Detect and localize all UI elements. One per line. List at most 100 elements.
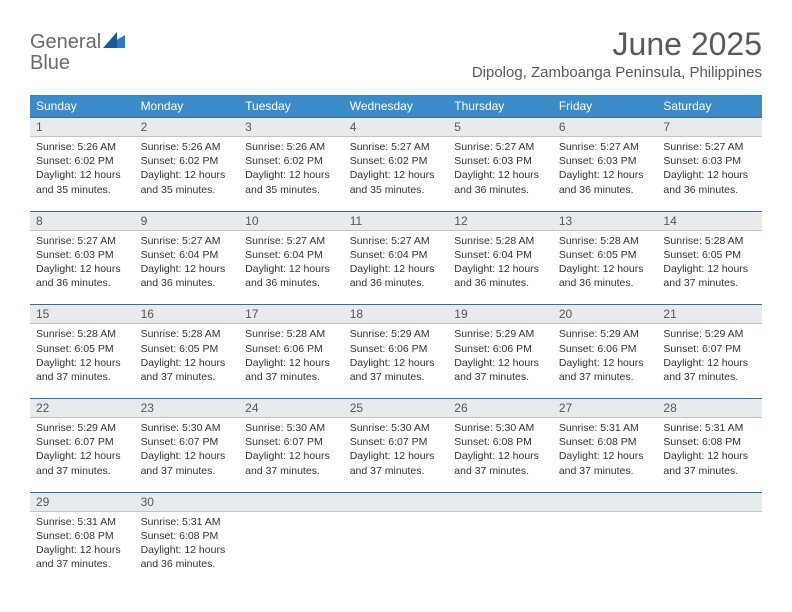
day-number: 2 (135, 118, 240, 137)
calendar-grid: SundayMondayTuesdayWednesdayThursdayFrid… (30, 95, 762, 585)
day-number: 25 (344, 399, 449, 418)
day-number: 7 (657, 118, 762, 137)
weekday-header: Friday (553, 95, 658, 117)
day-cell: Sunrise: 5:29 AMSunset: 6:06 PMDaylight:… (448, 324, 553, 398)
day-cell: Sunrise: 5:28 AMSunset: 6:05 PMDaylight:… (657, 231, 762, 305)
day-number: 10 (239, 212, 344, 231)
day-number: 24 (239, 399, 344, 418)
day-number: 21 (657, 305, 762, 324)
day-cell: Sunrise: 5:29 AMSunset: 6:06 PMDaylight:… (553, 324, 658, 398)
day-number: 27 (553, 399, 658, 418)
day-number: 30 (135, 493, 240, 512)
day-cell: Sunrise: 5:30 AMSunset: 6:07 PMDaylight:… (239, 418, 344, 492)
day-number-row: 2930 (30, 492, 762, 512)
brand-mark-icon (103, 32, 125, 53)
day-cell (239, 512, 344, 586)
day-cell: Sunrise: 5:26 AMSunset: 6:02 PMDaylight:… (239, 137, 344, 211)
title-block: June 2025 Dipolog, Zamboanga Peninsula, … (472, 28, 762, 81)
day-number: 5 (448, 118, 553, 137)
day-number: 13 (553, 212, 658, 231)
day-cell: Sunrise: 5:28 AMSunset: 6:05 PMDaylight:… (135, 324, 240, 398)
day-cell (448, 512, 553, 586)
day-cell (553, 512, 658, 586)
month-title: June 2025 (472, 28, 762, 60)
day-cell: Sunrise: 5:30 AMSunset: 6:07 PMDaylight:… (135, 418, 240, 492)
day-cell-row: Sunrise: 5:28 AMSunset: 6:05 PMDaylight:… (30, 324, 762, 398)
day-number: 4 (344, 118, 449, 137)
weekday-header: Tuesday (239, 95, 344, 117)
day-cell: Sunrise: 5:31 AMSunset: 6:08 PMDaylight:… (553, 418, 658, 492)
day-cell: Sunrise: 5:30 AMSunset: 6:08 PMDaylight:… (448, 418, 553, 492)
day-number: 12 (448, 212, 553, 231)
day-number: 22 (30, 399, 135, 418)
weekday-header: Wednesday (344, 95, 449, 117)
day-cell: Sunrise: 5:31 AMSunset: 6:08 PMDaylight:… (657, 418, 762, 492)
brand-word1: General (30, 31, 101, 53)
day-cell (657, 512, 762, 586)
day-cell: Sunrise: 5:28 AMSunset: 6:05 PMDaylight:… (553, 231, 658, 305)
day-cell: Sunrise: 5:30 AMSunset: 6:07 PMDaylight:… (344, 418, 449, 492)
day-number: 28 (657, 399, 762, 418)
day-number: 23 (135, 399, 240, 418)
location-text: Dipolog, Zamboanga Peninsula, Philippine… (472, 64, 762, 81)
day-cell: Sunrise: 5:27 AMSunset: 6:02 PMDaylight:… (344, 137, 449, 211)
weeks-container: 1234567Sunrise: 5:26 AMSunset: 6:02 PMDa… (30, 117, 762, 585)
day-cell-row: Sunrise: 5:31 AMSunset: 6:08 PMDaylight:… (30, 512, 762, 586)
day-cell (344, 512, 449, 586)
day-cell: Sunrise: 5:26 AMSunset: 6:02 PMDaylight:… (135, 137, 240, 211)
day-cell: Sunrise: 5:28 AMSunset: 6:04 PMDaylight:… (448, 231, 553, 305)
weekday-header: Saturday (657, 95, 762, 117)
day-number: 17 (239, 305, 344, 324)
weekday-header-row: SundayMondayTuesdayWednesdayThursdayFrid… (30, 95, 762, 117)
day-number-row: 22232425262728 (30, 398, 762, 418)
day-number: 1 (30, 118, 135, 137)
day-number (657, 493, 762, 512)
weekday-header: Monday (135, 95, 240, 117)
day-number: 8 (30, 212, 135, 231)
day-cell: Sunrise: 5:31 AMSunset: 6:08 PMDaylight:… (135, 512, 240, 586)
day-number-row: 15161718192021 (30, 304, 762, 324)
day-cell: Sunrise: 5:31 AMSunset: 6:08 PMDaylight:… (30, 512, 135, 586)
day-number: 3 (239, 118, 344, 137)
day-number (239, 493, 344, 512)
day-cell: Sunrise: 5:27 AMSunset: 6:03 PMDaylight:… (553, 137, 658, 211)
brand-text: General Blue (30, 32, 125, 74)
day-number-row: 891011121314 (30, 211, 762, 231)
day-cell: Sunrise: 5:26 AMSunset: 6:02 PMDaylight:… (30, 137, 135, 211)
day-number: 19 (448, 305, 553, 324)
day-number (344, 493, 449, 512)
day-number (553, 493, 658, 512)
day-cell: Sunrise: 5:28 AMSunset: 6:06 PMDaylight:… (239, 324, 344, 398)
day-cell: Sunrise: 5:29 AMSunset: 6:06 PMDaylight:… (344, 324, 449, 398)
day-cell: Sunrise: 5:27 AMSunset: 6:03 PMDaylight:… (657, 137, 762, 211)
weekday-header: Sunday (30, 95, 135, 117)
day-cell-row: Sunrise: 5:26 AMSunset: 6:02 PMDaylight:… (30, 137, 762, 211)
day-cell: Sunrise: 5:27 AMSunset: 6:03 PMDaylight:… (30, 231, 135, 305)
day-number: 14 (657, 212, 762, 231)
day-number: 29 (30, 493, 135, 512)
day-number: 20 (553, 305, 658, 324)
day-cell-row: Sunrise: 5:29 AMSunset: 6:07 PMDaylight:… (30, 418, 762, 492)
day-number: 16 (135, 305, 240, 324)
day-cell: Sunrise: 5:27 AMSunset: 6:03 PMDaylight:… (448, 137, 553, 211)
day-cell: Sunrise: 5:28 AMSunset: 6:05 PMDaylight:… (30, 324, 135, 398)
brand-word2: Blue (30, 52, 70, 74)
day-number: 6 (553, 118, 658, 137)
day-number (448, 493, 553, 512)
day-number: 9 (135, 212, 240, 231)
day-number: 26 (448, 399, 553, 418)
day-number: 15 (30, 305, 135, 324)
calendar-page: General Blue June 2025 Dipolog, Zamboang… (0, 0, 792, 612)
brand-logo: General Blue (30, 32, 125, 74)
day-cell: Sunrise: 5:29 AMSunset: 6:07 PMDaylight:… (30, 418, 135, 492)
day-cell-row: Sunrise: 5:27 AMSunset: 6:03 PMDaylight:… (30, 231, 762, 305)
header-row: General Blue June 2025 Dipolog, Zamboang… (30, 28, 762, 81)
day-cell: Sunrise: 5:27 AMSunset: 6:04 PMDaylight:… (344, 231, 449, 305)
day-cell: Sunrise: 5:27 AMSunset: 6:04 PMDaylight:… (135, 231, 240, 305)
weekday-header: Thursday (448, 95, 553, 117)
day-number: 11 (344, 212, 449, 231)
day-cell: Sunrise: 5:29 AMSunset: 6:07 PMDaylight:… (657, 324, 762, 398)
day-number: 18 (344, 305, 449, 324)
day-number-row: 1234567 (30, 117, 762, 137)
day-cell: Sunrise: 5:27 AMSunset: 6:04 PMDaylight:… (239, 231, 344, 305)
